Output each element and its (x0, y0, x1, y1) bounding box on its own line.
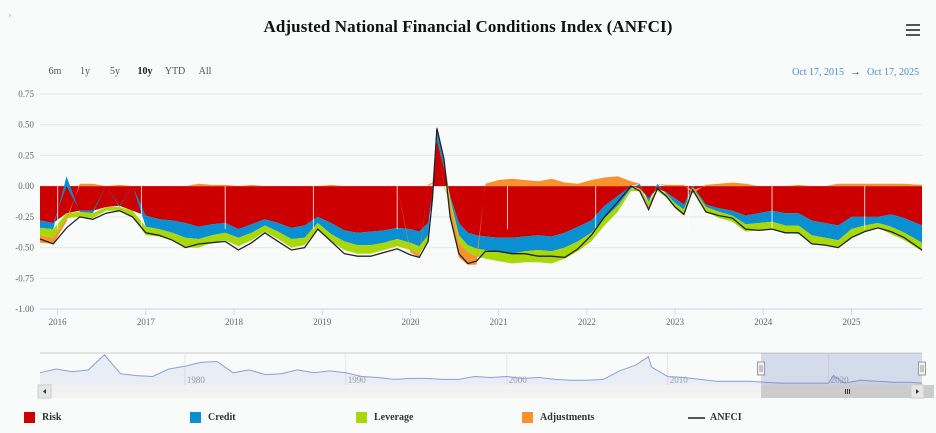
x-tick-label: 2023 (666, 317, 685, 327)
legend-item-risk[interactable]: Risk (24, 412, 190, 423)
navigator-handle-left[interactable] (757, 361, 766, 376)
arrow-right-icon (916, 389, 919, 394)
y-tick-label: 0.50 (18, 120, 34, 130)
date-range: Oct 17, 2015 → Oct 17, 2025 (792, 66, 919, 78)
legend-item-credit[interactable]: Credit (190, 412, 356, 423)
chart-title: Adjusted National Financial Conditions I… (263, 17, 673, 36)
hamburger-menu-icon[interactable] (906, 24, 920, 36)
legend-item-anfci[interactable]: ANFCI (688, 412, 854, 423)
navigator-tick-label: 1990 (348, 375, 367, 385)
range-button-6m[interactable]: 6m (48, 66, 62, 77)
arrow-right-icon: → (850, 66, 862, 78)
y-tick-label: -0.50 (15, 243, 34, 253)
navigator-tick-label: 2000 (509, 375, 528, 385)
main-chart[interactable]: 0.75 0.50 0.25 0.00 -0.25 -0.50 -0.75 -1.00 2016… (0, 85, 936, 335)
date-from-input[interactable]: Oct 17, 2015 (792, 66, 845, 78)
y-tick-label: 0.75 (18, 89, 34, 99)
x-tick-label: 2024 (754, 317, 773, 327)
y-tick-label: 0.25 (18, 150, 34, 160)
navigator-tick-label: 1980 (187, 375, 206, 385)
adjustments-swatch (522, 412, 533, 423)
navigator-area (40, 354, 922, 385)
legend-label: Credit (208, 412, 236, 423)
x-tick-label: 2016 (49, 317, 68, 327)
x-tick-label: 2025 (842, 317, 861, 327)
navigator-handle-right[interactable] (918, 361, 926, 376)
x-tick-label: 2018 (225, 317, 244, 327)
legend: Risk Credit Leverage Adjustments ANFCI (24, 412, 854, 423)
chevron-right-icon[interactable]: › (8, 10, 12, 21)
area-leverage (40, 127, 922, 264)
legend-label: Leverage (374, 412, 414, 423)
range-button-5y[interactable]: 5y (110, 66, 120, 77)
legend-item-adjustments[interactable]: Adjustments (522, 412, 688, 423)
range-button-10y[interactable]: 10y (137, 66, 153, 77)
arrow-left-icon (43, 389, 46, 394)
range-button-all[interactable]: All (198, 66, 212, 77)
range-button-ytd[interactable]: YTD (164, 66, 186, 77)
navigator-line (39, 354, 923, 384)
scrollbar-track (40, 385, 922, 398)
risk-swatch (24, 412, 35, 423)
y-tick-label: -0.25 (15, 212, 34, 222)
area-risk (40, 139, 922, 238)
legend-label: Adjustments (540, 412, 595, 423)
credit-swatch (190, 412, 201, 423)
legend-label: Risk (42, 412, 62, 423)
legend-item-leverage[interactable]: Leverage (356, 412, 522, 423)
y-tick-label: 0.00 (18, 181, 34, 191)
y-tick-label: -0.75 (15, 273, 34, 283)
x-tick-label: 2022 (578, 317, 596, 327)
area-credit (40, 127, 922, 254)
anfci-line-swatch (688, 416, 705, 419)
x-tick-label: 2020 (401, 317, 420, 327)
x-tick-label: 2021 (490, 317, 508, 327)
x-tick-label: 2017 (137, 317, 156, 327)
x-tick-label: 2019 (313, 317, 332, 327)
navigator-selection[interactable] (761, 353, 922, 385)
line-anfci (39, 128, 923, 265)
range-button-1y[interactable]: 1y (80, 66, 90, 77)
date-to-input[interactable]: Oct 17, 2025 (867, 66, 919, 78)
leverage-swatch (356, 412, 367, 423)
legend-label: ANFCI (710, 412, 742, 423)
navigator[interactable]: 1980 1990 2000 2010 2020 (0, 348, 936, 400)
y-tick-label: -1.00 (15, 304, 34, 314)
navigator-tick-label: 2010 (670, 375, 689, 385)
range-selector: 6m 1y 5y 10y YTD All (40, 66, 220, 77)
